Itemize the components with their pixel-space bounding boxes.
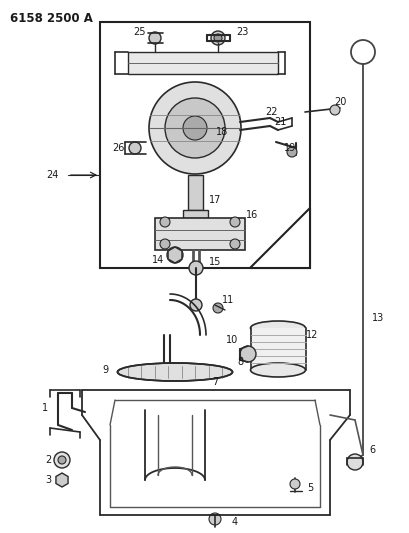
Ellipse shape — [117, 363, 232, 381]
Text: 3: 3 — [45, 475, 51, 485]
Circle shape — [209, 513, 220, 525]
Text: 20: 20 — [333, 97, 345, 107]
Bar — [155, 218, 245, 250]
Circle shape — [211, 31, 225, 45]
Text: 18: 18 — [216, 127, 227, 137]
Text: 11: 11 — [221, 295, 234, 305]
Polygon shape — [249, 208, 309, 268]
Circle shape — [189, 261, 202, 275]
Text: 15: 15 — [208, 257, 220, 267]
Text: 12: 12 — [305, 330, 317, 340]
Text: 6158 2500 A: 6158 2500 A — [10, 12, 93, 25]
Text: 16: 16 — [245, 210, 258, 220]
Bar — [250, 328, 305, 370]
Text: 25: 25 — [133, 27, 146, 37]
Bar — [188, 175, 202, 210]
Ellipse shape — [250, 321, 305, 335]
Circle shape — [346, 454, 362, 470]
Circle shape — [329, 105, 339, 115]
Circle shape — [229, 217, 239, 227]
Text: 4: 4 — [231, 517, 238, 527]
Text: 19: 19 — [283, 143, 295, 153]
Text: 21: 21 — [273, 117, 285, 127]
Circle shape — [148, 82, 240, 174]
Circle shape — [160, 239, 170, 249]
Text: 10: 10 — [225, 335, 238, 345]
Text: 5: 5 — [306, 483, 312, 493]
Text: 6: 6 — [368, 445, 374, 455]
Text: 9: 9 — [102, 365, 108, 375]
Polygon shape — [168, 247, 182, 263]
Circle shape — [129, 142, 141, 154]
Text: 24: 24 — [46, 170, 58, 180]
Circle shape — [229, 239, 239, 249]
Text: 26: 26 — [112, 143, 124, 153]
Circle shape — [160, 217, 170, 227]
Circle shape — [182, 116, 207, 140]
Circle shape — [54, 452, 70, 468]
Circle shape — [286, 147, 296, 157]
Text: 8: 8 — [236, 357, 243, 367]
Ellipse shape — [250, 363, 305, 377]
Bar — [100, 22, 309, 268]
Bar — [128, 52, 277, 74]
Circle shape — [189, 299, 202, 311]
Polygon shape — [56, 473, 68, 487]
Circle shape — [166, 247, 182, 263]
Text: 17: 17 — [208, 195, 220, 205]
Text: 13: 13 — [371, 313, 383, 323]
Circle shape — [164, 98, 225, 158]
Text: 1: 1 — [42, 403, 48, 413]
Text: 23: 23 — [235, 27, 247, 37]
Text: 14: 14 — [151, 255, 164, 265]
Circle shape — [239, 346, 255, 362]
Circle shape — [58, 456, 66, 464]
Circle shape — [148, 32, 161, 44]
Text: 22: 22 — [265, 107, 278, 117]
Text: 7: 7 — [211, 377, 218, 387]
Circle shape — [289, 479, 299, 489]
Circle shape — [213, 34, 221, 42]
Circle shape — [213, 303, 222, 313]
Bar — [182, 210, 207, 218]
Text: 2: 2 — [45, 455, 51, 465]
